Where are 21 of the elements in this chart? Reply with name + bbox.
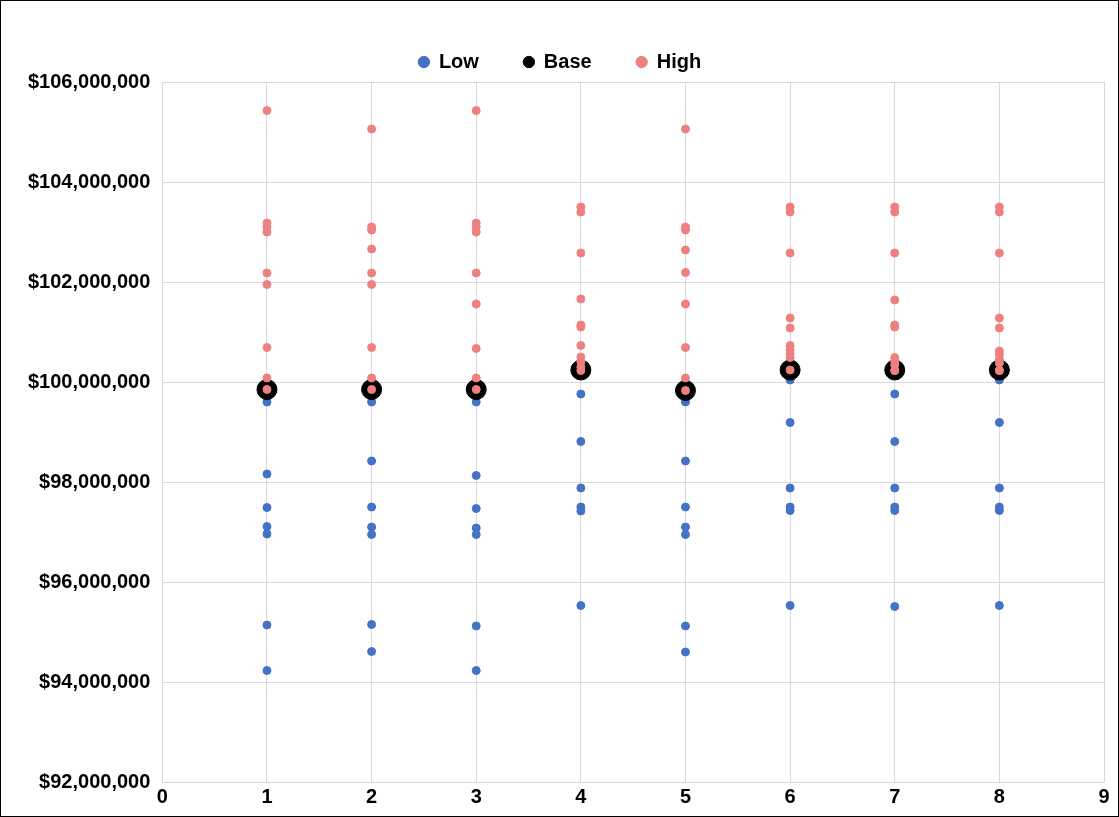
x-tick-label: 1 — [261, 784, 273, 807]
y-tick-label: $96,000,000 — [39, 569, 151, 592]
y-tick-label: $100,000,000 — [28, 369, 151, 392]
y-tick-label: $106,000,000 — [28, 69, 151, 92]
y-tick-label: $92,000,000 — [39, 769, 151, 792]
x-tick-label: 6 — [784, 784, 796, 807]
y-tick-label: $104,000,000 — [28, 169, 151, 192]
x-tick-label: 5 — [679, 784, 692, 807]
x-tick-label: 8 — [993, 784, 1005, 807]
x-tick-label: 3 — [470, 784, 482, 807]
x-tick-label: 0 — [156, 784, 168, 807]
legend-label: Low — [438, 49, 480, 72]
x-tick-label: 4 — [575, 784, 588, 807]
x-tick-label: 2 — [366, 784, 378, 807]
y-tick-label: $98,000,000 — [39, 469, 151, 492]
x-tick-label: 9 — [1098, 784, 1110, 807]
y-tick-label: $94,000,000 — [39, 669, 151, 692]
legend-label: Base — [543, 49, 592, 72]
y-tick-label: $102,000,000 — [28, 269, 151, 292]
x-tick-label: 7 — [889, 784, 901, 807]
legend-label: High — [656, 49, 702, 72]
